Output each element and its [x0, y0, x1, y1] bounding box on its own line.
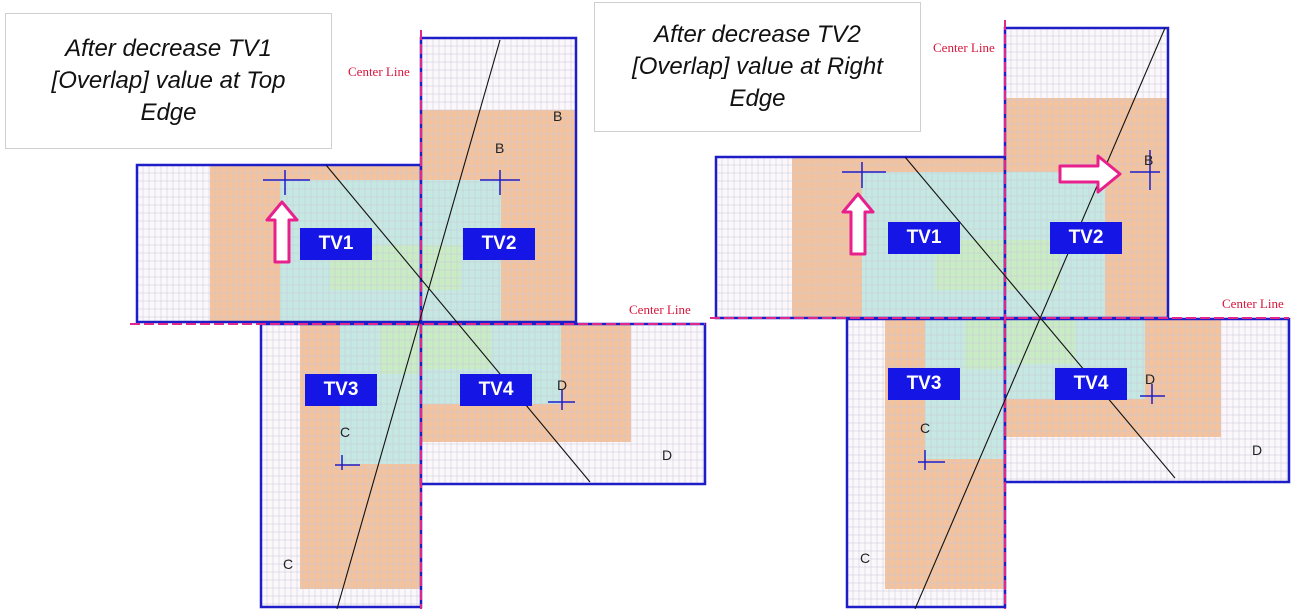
- corner-letter-d-left: D: [662, 447, 673, 463]
- right-crosshair-tv4: [1140, 384, 1165, 404]
- left-crosshair-tv1: [263, 170, 310, 195]
- tv3-label-right: TV3: [888, 368, 960, 400]
- corner-letter-d-right: D: [1252, 442, 1263, 458]
- left-diagonal-b: [336, 39, 501, 610]
- center-line-label-right-top: Center Line: [933, 40, 995, 55]
- right-tv4-grid: [1005, 319, 1289, 482]
- center-line-label-right-right: Center Line: [1222, 296, 1284, 311]
- caption-left: After decrease TV1 [Overlap] value at To…: [5, 13, 332, 149]
- center-letter-b-right: B: [1144, 152, 1154, 168]
- caption-right: After decrease TV2 [Overlap] value at Ri…: [594, 2, 921, 132]
- corner-letter-c-right: C: [860, 550, 871, 566]
- center-letter-c-right: C: [920, 420, 931, 436]
- up-arrow-icon: [841, 192, 875, 256]
- tv1-label-right: TV1: [888, 222, 960, 254]
- left-crosshair-tv3: [335, 455, 360, 470]
- left-diagonal-a: [325, 164, 591, 483]
- center-letter-c-left: C: [340, 424, 351, 440]
- left-tv4-zone-2: [421, 324, 491, 369]
- right-arrow-icon: [1058, 154, 1122, 194]
- center-letter-b-left: B: [495, 140, 505, 156]
- tv4-label-right: TV4: [1055, 368, 1127, 400]
- tv4-label-left: TV4: [460, 374, 532, 406]
- left-crosshair-tv2: [480, 170, 520, 195]
- left-tv2-zone-2: [421, 245, 461, 290]
- center-letter-d-right: D: [1145, 371, 1156, 387]
- center-line-label-left-top: Center Line: [348, 64, 410, 79]
- right-diagonal-b: [914, 27, 1166, 610]
- tv2-label-right: TV2: [1050, 222, 1122, 254]
- right-crosshair-tv2: [1130, 150, 1160, 190]
- right-crosshair-tv1: [842, 162, 886, 188]
- corner-letter-b-left: B: [553, 108, 563, 124]
- center-letter-d-left: D: [557, 377, 568, 393]
- left-tv3-zone-2: [380, 324, 421, 374]
- corner-letter-c-left: C: [283, 556, 294, 572]
- tv2-label-left: TV2: [463, 228, 535, 260]
- center-line-label-left-right: Center Line: [629, 302, 691, 317]
- right-tv4-zone-2: [1005, 319, 1075, 364]
- left-crosshair-tv4: [548, 390, 575, 410]
- right-crosshair-tv3: [918, 450, 945, 470]
- up-arrow-icon: [265, 200, 299, 264]
- tv3-label-left: TV3: [305, 374, 377, 406]
- tv1-label-left: TV1: [300, 228, 372, 260]
